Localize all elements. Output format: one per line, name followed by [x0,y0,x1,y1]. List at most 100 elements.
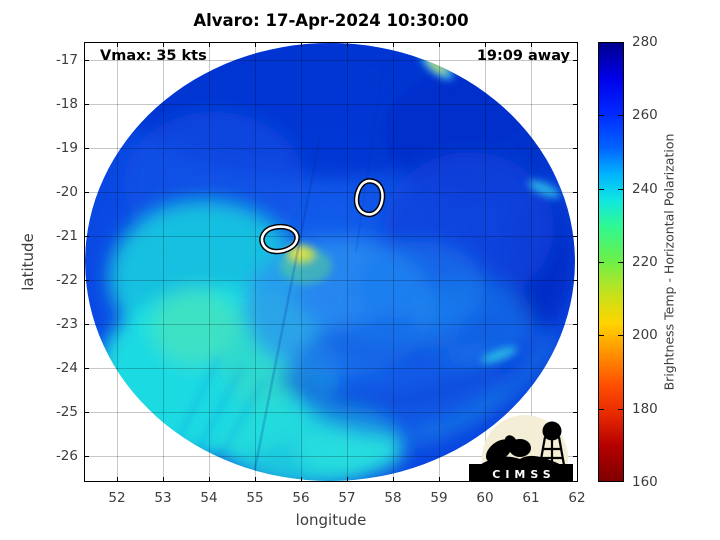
y-tick-mark [84,456,89,457]
y-gridline [84,456,578,457]
x-gridline [439,42,440,482]
logo-banner [469,464,573,482]
y-tick-label: -23 [55,316,78,332]
y-tick-mark [84,280,89,281]
contour-east [353,178,386,218]
y-tick-mark [84,368,89,369]
x-tick-mark [255,477,256,482]
satellite-swath [85,43,575,481]
colorbar-tick-label: 240 [632,180,658,197]
x-tick-label: 56 [292,490,310,506]
colorbar-tick-mark [599,408,604,410]
y-tick-mark [573,148,578,149]
y-tick-mark [573,236,578,237]
y-tick-label: -26 [55,448,78,464]
y-tick-label: -24 [55,360,78,376]
x-tick-mark [117,42,118,47]
y-tick-mark [84,60,89,61]
y-tick-mark [573,412,578,413]
x-tick-mark [531,42,532,47]
colorbar-tick-mark [599,115,604,117]
y-tick-label: -22 [55,272,78,288]
x-tick-label: 54 [200,490,218,506]
x-tick-mark [117,477,118,482]
x-gridline [255,42,256,482]
x-tick-label: 53 [154,490,172,506]
x-tick-mark [393,42,394,47]
x-gridline [163,42,164,482]
colorbar-tick-label: 200 [632,327,658,344]
contour-west [259,223,300,255]
y-tick-mark [573,60,578,61]
colorbar-tick-mark [618,408,623,410]
x-gridline [209,42,210,482]
y-tick-mark [84,192,89,193]
x-tick-label: 58 [384,490,402,506]
x-tick-mark [439,42,440,47]
colorbar-tick-mark [599,335,604,337]
colorbar-tick-mark [618,188,623,190]
colorbar-tick-label: 180 [632,400,658,417]
y-tick-label: -21 [55,228,78,244]
x-gridline [393,42,394,482]
y-tick-mark [573,368,578,369]
x-tick-mark [163,477,164,482]
y-gridline [84,324,578,325]
x-tick-mark [301,42,302,47]
y-tick-mark [573,104,578,105]
y-tick-mark [84,236,89,237]
y-tick-mark [573,456,578,457]
x-tick-label: 60 [476,490,494,506]
x-tick-mark [485,42,486,47]
time-away-annotation: 19:09 away [476,48,570,64]
x-tick-label: 57 [338,490,356,506]
colorbar-tick-mark [618,262,623,263]
y-tick-label: -19 [55,140,78,156]
x-tick-label: 62 [568,490,586,506]
x-tick-mark [439,477,440,482]
y-gridline [84,368,578,369]
x-tick-mark [209,477,210,482]
x-tick-mark [393,477,394,482]
y-gridline [84,236,578,237]
x-gridline [117,42,118,482]
x-gridline [531,42,532,482]
y-gridline [84,60,578,61]
colorbar-tick-mark [618,335,623,337]
y-tick-mark [84,324,89,325]
colorbar-tick-mark [599,262,604,263]
x-tick-mark [255,42,256,47]
y-tick-label: -20 [55,184,78,200]
plot-area [84,42,578,482]
x-gridline [485,42,486,482]
y-tick-mark [84,148,89,149]
x-gridline [301,42,302,482]
y-tick-label: -18 [55,96,78,112]
colorbar-tick-mark [599,188,604,190]
logo-silhouette [478,421,566,468]
x-tick-label: 59 [430,490,448,506]
y-tick-label: -25 [55,404,78,420]
y-gridline [84,192,578,193]
y-tick-label: -17 [55,52,78,68]
cimss-logo: CIMSS [469,415,573,482]
x-tick-mark [209,42,210,47]
y-gridline [84,148,578,149]
x-tick-mark [163,42,164,47]
water-tower-tank-icon [542,421,562,441]
y-tick-mark [573,192,578,193]
y-gridline [84,280,578,281]
colorbar-tick-label: 260 [632,107,658,124]
cimss-logo-text: CIMSS [492,468,555,481]
figure-title: Alvaro: 17-Apr-2024 10:30:00 [193,11,469,30]
x-tick-mark [347,42,348,47]
y-gridline [84,412,578,413]
satellite-dishes-icon [485,435,531,463]
colorbar-tick-label: 280 [632,34,658,50]
x-gridline [347,42,348,482]
y-tick-mark [573,280,578,281]
vmax-annotation: Vmax: 35 kts [100,48,207,64]
y-tick-mark [84,104,89,105]
x-tick-mark [347,477,348,482]
